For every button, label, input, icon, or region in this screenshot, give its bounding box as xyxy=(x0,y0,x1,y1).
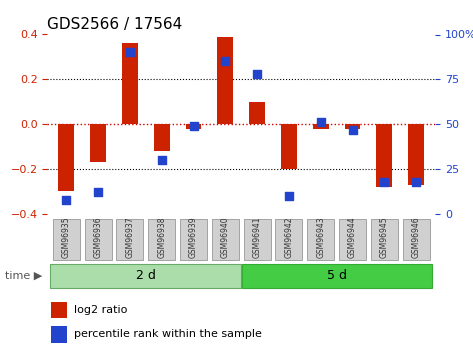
FancyBboxPatch shape xyxy=(85,219,112,260)
Text: 2 d: 2 d xyxy=(136,269,156,282)
Point xyxy=(221,59,229,64)
Text: GSM96940: GSM96940 xyxy=(221,216,230,258)
Point xyxy=(349,127,356,132)
FancyBboxPatch shape xyxy=(307,219,334,260)
FancyBboxPatch shape xyxy=(51,264,241,288)
Point xyxy=(190,123,197,129)
Text: GSM96938: GSM96938 xyxy=(157,216,166,258)
Point xyxy=(380,179,388,184)
Text: GSM96936: GSM96936 xyxy=(94,216,103,258)
Bar xyxy=(344,124,360,129)
Text: GDS2566 / 17564: GDS2566 / 17564 xyxy=(47,17,183,32)
Point xyxy=(412,179,420,184)
FancyBboxPatch shape xyxy=(148,219,175,260)
Text: GSM96937: GSM96937 xyxy=(125,216,134,258)
Text: GSM96935: GSM96935 xyxy=(62,216,71,258)
Text: GSM96944: GSM96944 xyxy=(348,216,357,258)
FancyBboxPatch shape xyxy=(53,219,80,260)
Text: GSM96939: GSM96939 xyxy=(189,216,198,258)
FancyBboxPatch shape xyxy=(339,219,366,260)
FancyBboxPatch shape xyxy=(212,219,239,260)
Bar xyxy=(281,124,297,169)
FancyBboxPatch shape xyxy=(275,219,302,260)
Text: GSM96943: GSM96943 xyxy=(316,216,325,258)
Bar xyxy=(218,37,233,124)
FancyBboxPatch shape xyxy=(371,219,398,260)
Bar xyxy=(154,124,170,151)
Point xyxy=(254,71,261,77)
Point xyxy=(95,190,102,195)
FancyBboxPatch shape xyxy=(242,264,432,288)
Bar xyxy=(185,124,201,129)
Bar xyxy=(408,124,424,185)
Bar xyxy=(90,124,106,162)
Text: GSM96946: GSM96946 xyxy=(412,216,420,258)
Bar xyxy=(313,124,329,129)
Bar xyxy=(51,326,67,343)
FancyBboxPatch shape xyxy=(244,219,271,260)
Text: time ▶: time ▶ xyxy=(5,271,42,281)
Point xyxy=(126,50,134,55)
Text: GSM96945: GSM96945 xyxy=(380,216,389,258)
Bar xyxy=(122,43,138,124)
Text: GSM96941: GSM96941 xyxy=(253,216,262,258)
Bar xyxy=(51,302,67,318)
Bar xyxy=(249,102,265,124)
Text: log2 ratio: log2 ratio xyxy=(74,305,128,315)
FancyBboxPatch shape xyxy=(180,219,207,260)
Text: 5 d: 5 d xyxy=(326,269,347,282)
Text: percentile rank within the sample: percentile rank within the sample xyxy=(74,329,263,339)
FancyBboxPatch shape xyxy=(116,219,143,260)
Point xyxy=(62,197,70,202)
Point xyxy=(158,157,166,163)
Point xyxy=(317,120,324,125)
Bar xyxy=(377,124,392,187)
Point xyxy=(285,193,293,199)
FancyBboxPatch shape xyxy=(403,219,429,260)
Bar xyxy=(59,124,74,191)
Text: GSM96942: GSM96942 xyxy=(284,216,293,258)
